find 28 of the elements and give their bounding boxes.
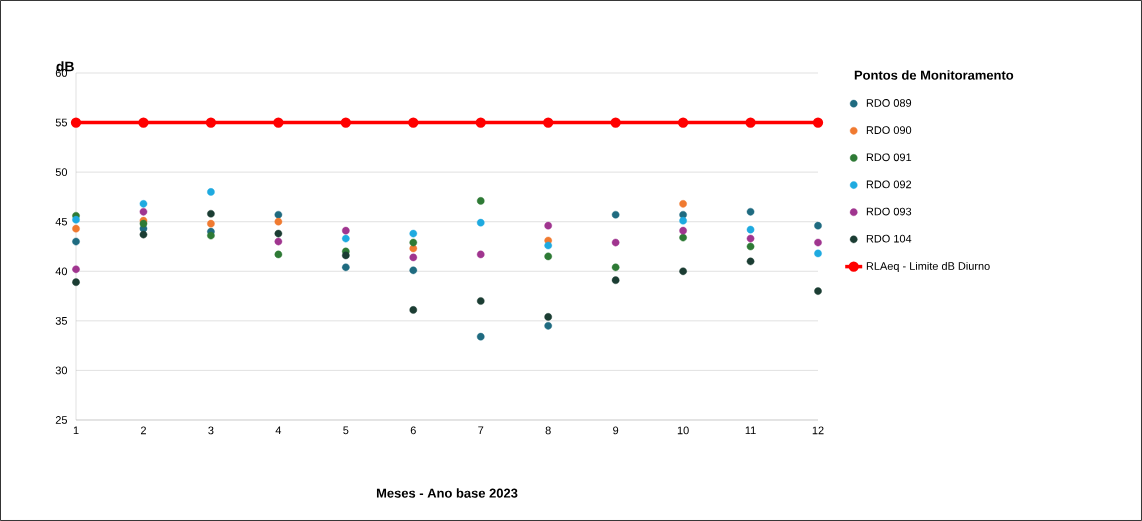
legend-label: RDO 089 <box>866 99 912 107</box>
legend-label: RDO 092 <box>866 180 912 189</box>
legend-label: RLAeq - Limite dB Diurno <box>866 261 990 273</box>
x-tick-label: 11 <box>745 426 756 435</box>
x-tick-label: 9 <box>613 426 619 435</box>
x-tick-label: 3 <box>208 426 214 435</box>
y-tick-label: 25 <box>55 416 68 424</box>
x-tick-label: 7 <box>478 426 484 435</box>
x-tick-label: 1 <box>73 426 79 435</box>
y-tick-label: 40 <box>55 267 68 276</box>
x-tick-label: 8 <box>545 426 551 435</box>
y-tick-label: 30 <box>55 366 68 375</box>
x-axis-title: Meses - Ano base 2023 <box>376 488 518 498</box>
x-tick-label: 5 <box>343 426 349 435</box>
y-tick-label: 50 <box>55 168 68 177</box>
y-tick-label: 45 <box>55 217 68 226</box>
x-tick-label: 2 <box>140 426 146 435</box>
legend-label: RDO 091 <box>866 153 912 162</box>
x-tick-label: 12 <box>812 426 824 435</box>
x-tick-label: 10 <box>677 426 689 435</box>
y-tick-label: 35 <box>55 316 68 325</box>
y-tick-label: 55 <box>55 118 68 127</box>
x-tick-label: 4 <box>275 426 282 435</box>
legend-label: RDO 104 <box>866 234 912 243</box>
legend-title: Pontos de Monitoramento <box>854 70 1014 80</box>
legend-label: RDO 090 <box>866 126 912 134</box>
x-tick-label: 6 <box>410 426 416 435</box>
legend-label: RDO 093 <box>866 207 912 216</box>
